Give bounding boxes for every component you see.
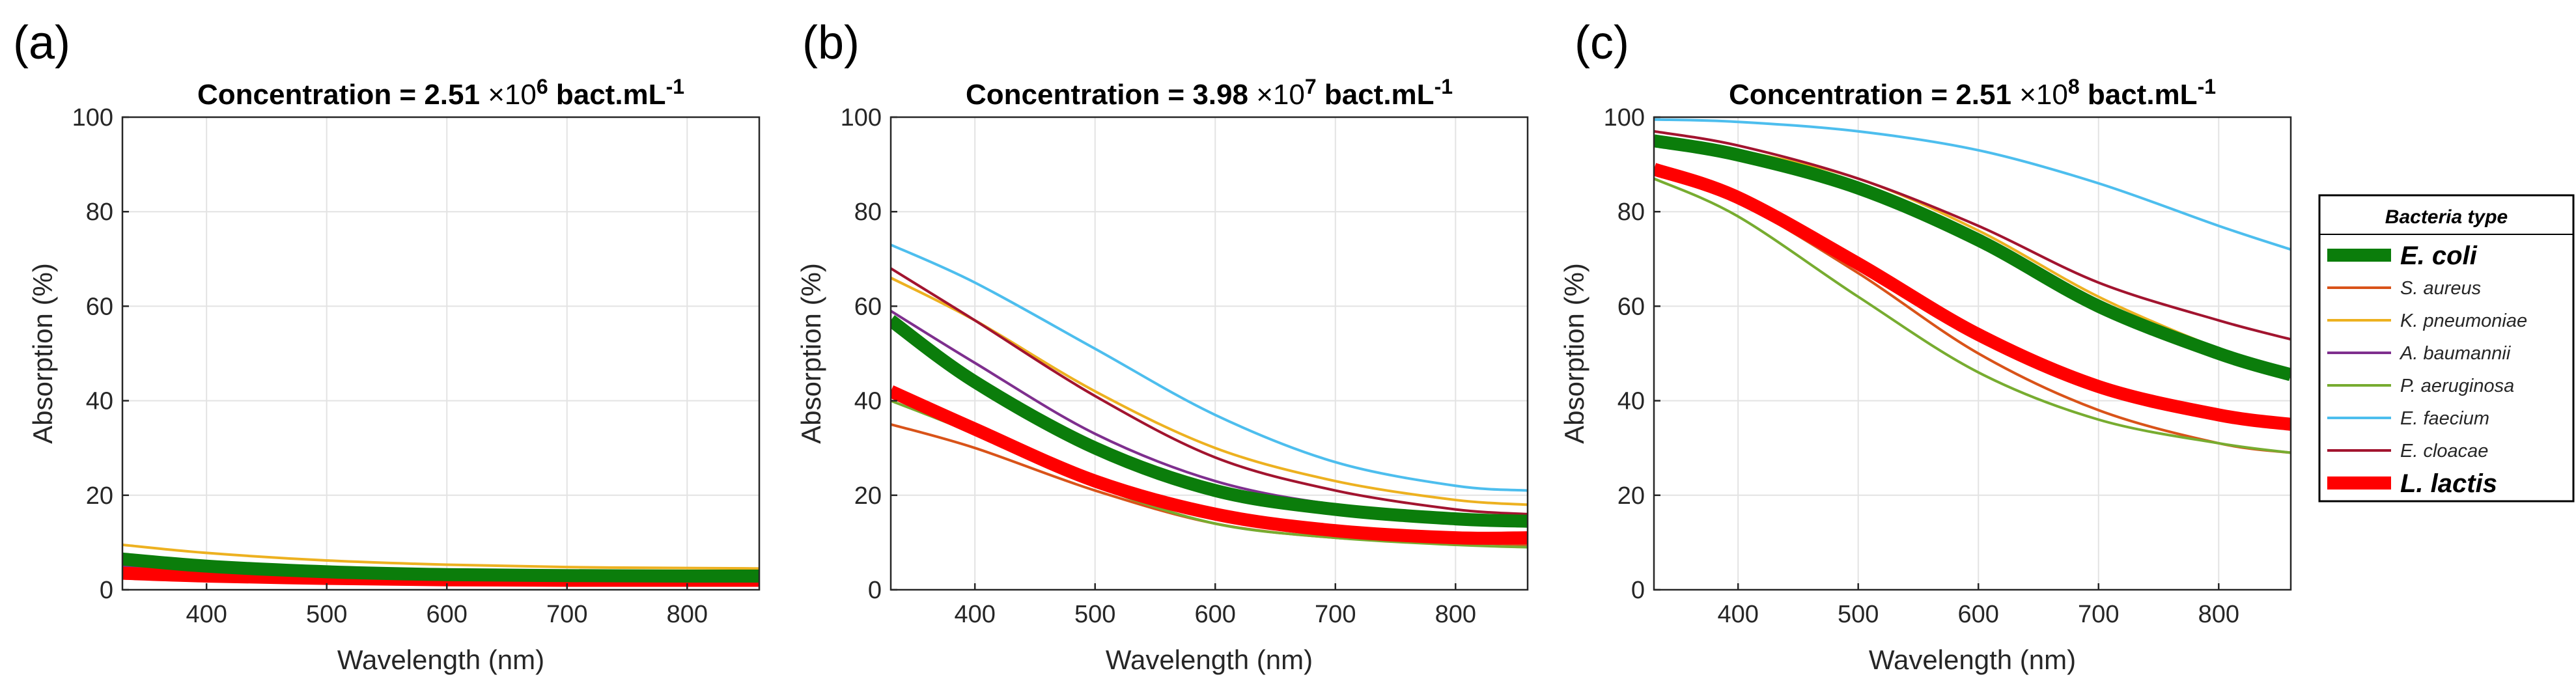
title-times: ×10 xyxy=(488,79,537,111)
y-tick-label: 100 xyxy=(1604,104,1645,131)
x-axis-label: Wavelength (nm) xyxy=(1869,644,2076,675)
panel-label: (a) xyxy=(13,17,70,69)
series-line-e-coli xyxy=(891,315,1528,528)
y-axis-label: Absorption (%) xyxy=(27,263,58,444)
series-line-l-lactis xyxy=(891,385,1528,545)
chart-title: Concentration = 3.98 ×107 bact.mL-1 xyxy=(966,75,1453,111)
y-tick-label: 20 xyxy=(86,482,113,510)
panel-label: (b) xyxy=(802,17,860,69)
panel-b: (b) Concentration = 3.98 ×107 bact.mL-1 40… xyxy=(796,17,1529,675)
title-exponent: 8 xyxy=(2068,75,2080,98)
title-times: ×10 xyxy=(1256,79,1305,111)
x-tick-label: 400 xyxy=(1717,601,1758,628)
y-tick-label: 40 xyxy=(1617,388,1645,415)
series-line-p-aeruginosa xyxy=(1654,177,2291,454)
x-tick-label: 500 xyxy=(1074,601,1115,628)
y-tick-label: 100 xyxy=(72,104,113,131)
x-tick-label: 400 xyxy=(186,601,227,628)
y-tick-label: 80 xyxy=(854,199,882,226)
legend: Bacteria type E. coli S. aureus K. pneumon… xyxy=(2318,194,2575,503)
legend-entry-l-lactis: L. lactis xyxy=(2400,469,2497,498)
x-tick-label: 700 xyxy=(2078,601,2119,628)
legend-entry-p-aeruginosa: P. aeruginosa xyxy=(2400,376,2514,396)
title-prefix: Concentration = 2.51 xyxy=(197,79,488,111)
x-tick-label: 600 xyxy=(427,601,468,628)
y-axis-label: Absorption (%) xyxy=(1559,263,1589,444)
y-tick-label: 60 xyxy=(854,293,882,320)
x-tick-label: 600 xyxy=(1958,601,1999,628)
legend-entry-e-coli: E. coli xyxy=(2400,242,2478,270)
legend-title: Bacteria type xyxy=(2385,206,2508,228)
y-tick-label: 60 xyxy=(1617,293,1645,320)
series-group xyxy=(891,243,1528,549)
series-line-e-faecium xyxy=(1654,118,2291,251)
title-unit-exponent: -1 xyxy=(666,75,684,98)
y-tick-label: 0 xyxy=(1631,577,1645,604)
y-tick-label: 80 xyxy=(86,199,113,226)
axes-frame xyxy=(889,116,1529,591)
legend-entry-e-faecium: E. faecium xyxy=(2400,408,2489,429)
x-tick-label: 800 xyxy=(667,601,708,628)
title-unit: bact.mL xyxy=(1317,79,1435,111)
y-tick-label: 0 xyxy=(100,577,113,604)
title-prefix: Concentration = 3.98 xyxy=(966,79,1256,111)
y-tick-label: 40 xyxy=(854,388,882,415)
plot-area xyxy=(1654,117,2291,590)
x-tick-label: 500 xyxy=(306,601,347,628)
panel-c: (c) Concentration = 2.51 ×108 bact.mL-1 40… xyxy=(1559,17,2292,675)
legend-entries: E. coli S. aureus K. pneumoniae A. baumanni… xyxy=(2327,242,2527,498)
y-axis-label: Absorption (%) xyxy=(796,263,826,444)
series-line-k-pneumoniae xyxy=(122,544,759,570)
legend-entry-k-pneumoniae: K. pneumoniae xyxy=(2400,310,2527,331)
x-tick-label: 500 xyxy=(1838,601,1879,628)
series-line-e-faecium xyxy=(891,243,1528,492)
x-tick-label: 600 xyxy=(1195,601,1236,628)
legend-entry-e-cloacae: E. cloacae xyxy=(2400,441,2488,462)
y-tick-label: 100 xyxy=(841,104,882,131)
axes-frame xyxy=(1653,116,2292,591)
y-tick-label: 0 xyxy=(868,577,882,604)
title-unit: bact.mL xyxy=(2080,79,2198,111)
y-tick-label: 80 xyxy=(1617,199,1645,226)
title-times: ×10 xyxy=(2019,79,2068,111)
x-tick-label: 700 xyxy=(1315,601,1356,628)
x-tick-label: 800 xyxy=(2198,601,2239,628)
x-tick-label: 400 xyxy=(954,601,995,628)
chart-title: Concentration = 2.51 ×106 bact.mL-1 xyxy=(197,75,684,111)
series-line-e-cloacae xyxy=(1654,130,2291,341)
panel-a: (a) Concentration = 2.51 ×106 bact.mL-1 40… xyxy=(13,17,761,675)
y-tick-label: 60 xyxy=(86,293,113,320)
x-axis-label: Wavelength (nm) xyxy=(1106,644,1313,675)
series-line-l-lactis xyxy=(1654,163,2291,431)
series-line-e-coli xyxy=(122,552,759,583)
plot-area xyxy=(122,117,759,590)
y-tick-label: 20 xyxy=(854,482,882,510)
x-axis-label: Wavelength (nm) xyxy=(337,644,544,675)
legend-entry-s-aureus: S. aureus xyxy=(2400,278,2481,299)
panel-label: (c) xyxy=(1575,17,1629,69)
title-exponent: 6 xyxy=(537,75,548,98)
series-group xyxy=(122,544,759,587)
title-prefix: Concentration = 2.51 xyxy=(1729,79,2019,111)
title-unit-exponent: -1 xyxy=(2198,75,2216,98)
y-tick-label: 20 xyxy=(1617,482,1645,510)
series-group xyxy=(1654,118,2291,454)
title-unit: bact.mL xyxy=(548,79,666,111)
title-exponent: 7 xyxy=(1305,75,1317,98)
legend-entry-a-baumannii: A. baumannii xyxy=(2399,343,2512,364)
series-line-e-cloacae xyxy=(891,267,1528,516)
x-tick-label: 700 xyxy=(546,601,587,628)
y-tick-label: 40 xyxy=(86,388,113,415)
chart-title: Concentration = 2.51 ×108 bact.mL-1 xyxy=(1729,75,2216,111)
series-line-e-coli xyxy=(1654,134,2291,381)
x-tick-label: 800 xyxy=(1435,601,1476,628)
title-unit-exponent: -1 xyxy=(1435,75,1453,98)
axes-frame xyxy=(121,116,761,591)
